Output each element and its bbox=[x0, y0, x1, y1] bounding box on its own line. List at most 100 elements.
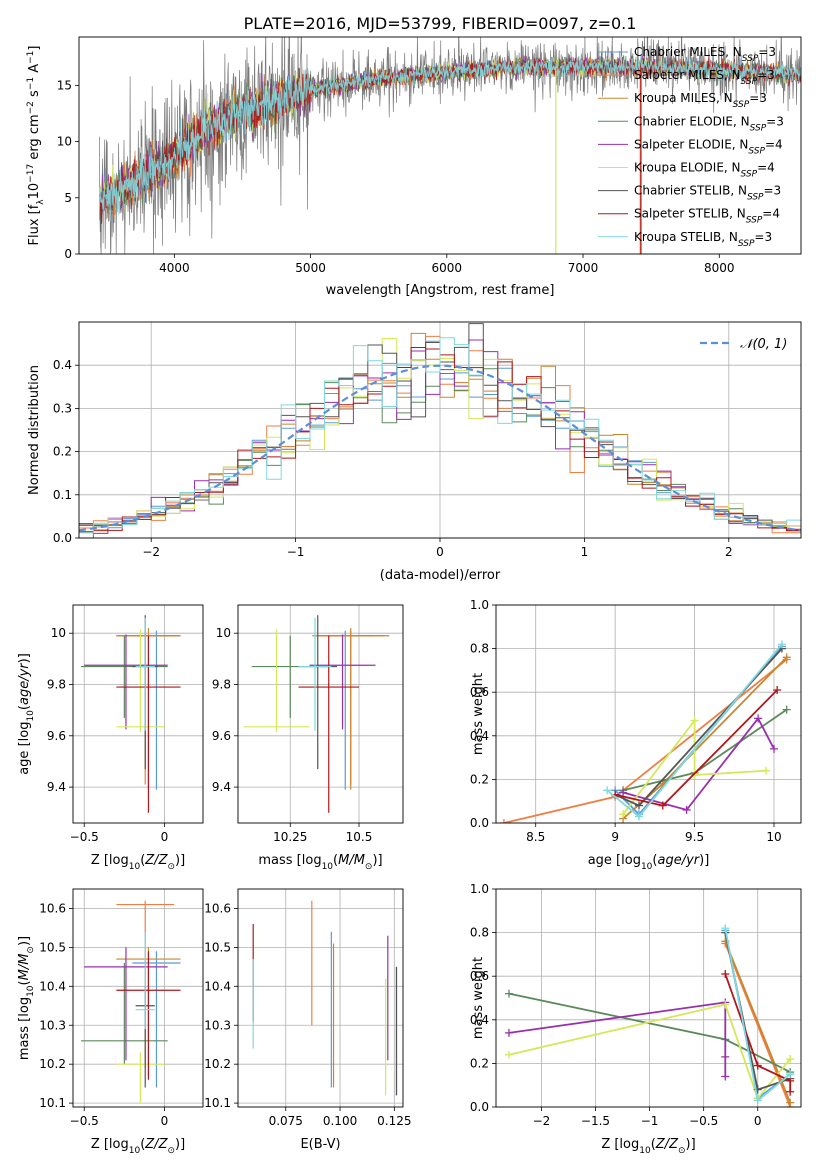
y-tick-label: 0.2 bbox=[53, 445, 72, 459]
weight-lines bbox=[504, 924, 795, 1107]
weight-marker bbox=[777, 640, 786, 649]
weight-marker bbox=[753, 1096, 762, 1105]
x-tick-label: −2 bbox=[142, 545, 160, 559]
x-tick-label: 9 bbox=[611, 830, 619, 844]
y-tick-label: 0 bbox=[64, 247, 72, 261]
x-tick-label: 1 bbox=[581, 545, 589, 559]
y-tick-label: 10.3 bbox=[204, 1018, 231, 1032]
x-axis-label: (data-model)/error bbox=[380, 568, 501, 583]
weight-marker bbox=[721, 1052, 730, 1061]
x-axis-label: Z [log10(Z/Z⊙)] bbox=[91, 853, 185, 872]
x-tick-label: 0 bbox=[161, 830, 169, 844]
y-tick-label: 9.4 bbox=[47, 780, 66, 794]
errorbars bbox=[81, 615, 181, 813]
weight-marker bbox=[782, 705, 791, 714]
axes-frame bbox=[78, 36, 802, 255]
axes-frame bbox=[237, 888, 404, 1108]
x-tick-label: 0 bbox=[161, 1114, 169, 1128]
y-axis-label: mass weight bbox=[471, 673, 486, 755]
weight-marker bbox=[721, 1072, 730, 1081]
mass_vs_ebv-panel: 0.075 0.100 0.125 10.1 10.2 10.3 10.4 10.5 10.6 E… bbox=[204, 888, 411, 1152]
age_vs_mass-panel: 10.25 10.5 9.4 9.6 9.8 10 mass [log10(M/M⊙)] bbox=[212, 604, 404, 872]
axes-frame bbox=[72, 604, 204, 824]
weight-marker bbox=[753, 1061, 762, 1070]
y-tick-label: 9.8 bbox=[212, 678, 231, 692]
spectrum-panel: 4000 5000 6000 7000 8000 0 5 10 15 wavelength [An… bbox=[26, 36, 802, 298]
weight-marker bbox=[786, 1098, 795, 1107]
histogram-4 bbox=[79, 339, 801, 534]
weight-marker bbox=[690, 716, 699, 725]
y-tick-label: 10 bbox=[216, 626, 231, 640]
y-axis-label: Flux [fλ10−17 erg cm−2 s−1 A−1] bbox=[26, 46, 46, 246]
x-tick-label: 4000 bbox=[159, 261, 190, 275]
y-tick-label: 1.0 bbox=[470, 598, 489, 612]
weight-marker bbox=[721, 924, 730, 933]
axes-frame bbox=[495, 604, 802, 824]
weight-marker bbox=[619, 788, 628, 797]
weight-series-3 bbox=[622, 708, 788, 792]
weight_vs_Z-panel: −2 −1.5 −1 −0.5 0 0.0 0.2 0.4 0.6 0.8 1.0 Z [log10(… bbox=[470, 882, 802, 1156]
weight-marker bbox=[504, 989, 513, 998]
legend-label: Salpeter ELODIE, NSSP=4 bbox=[634, 137, 783, 156]
legend-label: Chabrier STELIB, NSSP=3 bbox=[634, 184, 781, 203]
legend-label: Kroupa ELODIE, NSSP=4 bbox=[634, 161, 775, 180]
x-tick-label: 7000 bbox=[568, 261, 599, 275]
y-tick-label: 10.4 bbox=[204, 979, 231, 993]
y-tick-label: 0.2 bbox=[470, 1056, 489, 1070]
x-tick-label: 0.075 bbox=[269, 1114, 303, 1128]
x-tick-label: 9.5 bbox=[685, 830, 704, 844]
x-tick-label: −0.5 bbox=[689, 1114, 718, 1128]
legend-label: Salpeter MILES, NSSP=3 bbox=[634, 68, 775, 87]
y-tick-label: 10.2 bbox=[39, 1057, 66, 1071]
figure-title: PLATE=2016, MJD=53799, FIBERID=0097, z=0… bbox=[244, 14, 637, 33]
x-axis-label: Z [log10(Z/Z⊙)] bbox=[601, 1137, 695, 1156]
weight-marker bbox=[721, 970, 730, 979]
x-tick-label: −1 bbox=[287, 545, 305, 559]
x-tick-label: 6000 bbox=[432, 261, 463, 275]
x-axis-label: age [log10(age/yr)] bbox=[588, 853, 710, 872]
x-tick-label: 10 bbox=[766, 830, 781, 844]
legend-label: Kroupa MILES, NSSP=3 bbox=[634, 91, 767, 110]
x-tick-label: 8000 bbox=[704, 261, 735, 275]
weight-marker bbox=[634, 801, 643, 810]
errorbars bbox=[243, 615, 390, 813]
y-tick-label: 10.6 bbox=[204, 901, 231, 915]
axes-frame bbox=[237, 604, 404, 824]
axes-frame bbox=[495, 888, 802, 1108]
errorbars bbox=[81, 900, 181, 1104]
weight-marker bbox=[499, 819, 508, 823]
x-tick-label: 0.100 bbox=[323, 1114, 357, 1128]
y-tick-label: 9.6 bbox=[212, 729, 231, 743]
x-axis-label: mass [log10(M/M⊙)] bbox=[258, 853, 382, 872]
x-tick-label: 5000 bbox=[295, 261, 326, 275]
weight-series-1 bbox=[724, 943, 792, 1107]
x-tick-label: 0.125 bbox=[377, 1114, 411, 1128]
legend-label: Chabrier ELODIE, NSSP=3 bbox=[634, 114, 784, 133]
y-axis-label: mass weight bbox=[471, 957, 486, 1039]
y-tick-label: 10.5 bbox=[204, 940, 231, 954]
y-tick-label: 0.1 bbox=[53, 488, 72, 502]
y-tick-label: 9.6 bbox=[47, 729, 66, 743]
y-tick-label: 0.6 bbox=[470, 685, 489, 699]
y-tick-label: 1.0 bbox=[470, 882, 489, 896]
weight-series-4 bbox=[622, 716, 775, 811]
weight-marker bbox=[786, 1070, 795, 1079]
y-tick-label: 10 bbox=[57, 135, 72, 149]
residuals-panel: −2 −1 0 1 2 0.0 0.1 0.2 0.3 0.4 (data-model)/error… bbox=[27, 321, 802, 583]
y-tick-label: 0.8 bbox=[470, 926, 489, 940]
model-spectrum-8 bbox=[99, 54, 801, 221]
y-tick-label: 0.4 bbox=[53, 358, 72, 372]
weight-marker bbox=[762, 766, 771, 775]
y-tick-label: 0.0 bbox=[53, 531, 72, 545]
y-tick-label: 10.1 bbox=[204, 1096, 231, 1110]
x-tick-label: 10.5 bbox=[346, 830, 373, 844]
weight-series-7 bbox=[724, 973, 792, 1092]
y-tick-label: 10 bbox=[51, 626, 66, 640]
legend-label: Chabrier MILES, NSSP=3 bbox=[634, 45, 776, 64]
y-tick-label: 9.8 bbox=[47, 678, 66, 692]
y-tick-label: 5 bbox=[64, 191, 72, 205]
weight-series-4 bbox=[508, 1001, 727, 1077]
y-tick-label: 0.4 bbox=[470, 729, 489, 743]
weight-series-6 bbox=[614, 647, 783, 807]
